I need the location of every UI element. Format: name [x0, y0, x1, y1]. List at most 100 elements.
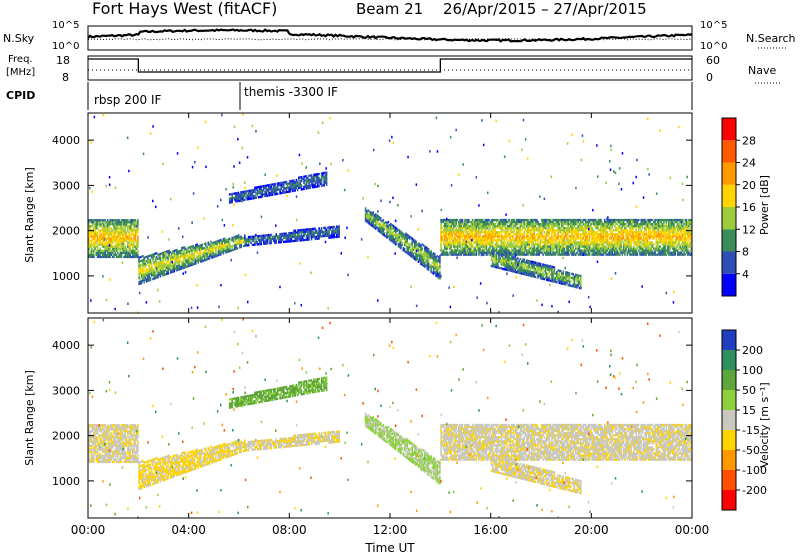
power-cell	[91, 247, 94, 250]
power-cell	[566, 249, 568, 252]
power-cell	[546, 253, 548, 256]
power-cell	[184, 247, 187, 250]
power-cell	[558, 227, 561, 230]
power-cell	[461, 235, 464, 238]
power-cell	[548, 253, 551, 256]
power-cell	[96, 221, 99, 224]
power-cell	[155, 276, 158, 279]
power-cell	[201, 260, 203, 263]
power-cell	[488, 243, 490, 246]
power-cell	[127, 219, 129, 222]
power-cell	[444, 233, 446, 236]
power-cell	[230, 193, 232, 196]
power-cell	[485, 233, 488, 236]
power-cell	[123, 221, 125, 224]
power-cell	[529, 247, 532, 250]
power-cell	[208, 245, 211, 248]
power-cell	[383, 222, 386, 225]
power-cell	[366, 218, 368, 221]
power-cell	[154, 258, 157, 261]
power-cell	[334, 231, 337, 235]
power-cell	[328, 228, 330, 231]
power-cell	[245, 190, 247, 193]
power-cell	[267, 236, 270, 239]
power-cell	[580, 245, 582, 248]
power-cell	[133, 235, 135, 238]
power-cell	[244, 240, 246, 243]
power-cell	[595, 233, 597, 236]
power-cell	[176, 252, 178, 256]
power-cell	[223, 239, 226, 242]
power-cell	[508, 233, 510, 236]
power-cell	[553, 233, 556, 236]
power-cell	[237, 191, 240, 194]
power-cell	[202, 247, 205, 250]
power-cell	[586, 247, 588, 250]
power-cell	[398, 233, 401, 237]
power-cell	[115, 243, 118, 246]
power-cell	[300, 230, 303, 234]
power-cell	[279, 239, 281, 242]
power-cell	[157, 274, 159, 277]
power-cell	[572, 241, 575, 244]
power-cell	[94, 235, 96, 238]
power-cell	[318, 227, 320, 230]
power-cell	[587, 249, 590, 252]
power-cell	[103, 225, 105, 228]
power-cell	[317, 177, 319, 180]
power-cell	[129, 249, 132, 252]
power-cell	[463, 247, 465, 250]
power-cell	[582, 233, 585, 236]
power-cell	[468, 245, 470, 248]
power-cell	[403, 237, 406, 240]
power-cell	[178, 249, 181, 253]
power-cell	[329, 236, 332, 239]
power-cell	[182, 254, 184, 257]
power-cell	[563, 239, 566, 242]
power-cell	[150, 264, 153, 267]
power-cell	[527, 229, 529, 232]
power-cell	[91, 221, 94, 224]
power-cell	[385, 225, 387, 228]
power-cell	[294, 181, 296, 184]
power-cell	[493, 237, 495, 240]
power-cell	[447, 231, 450, 234]
power-cell	[181, 267, 183, 270]
power-cell	[444, 218, 446, 222]
power-cell	[187, 263, 189, 266]
power-cell	[114, 251, 116, 254]
power-cell	[295, 185, 298, 188]
power-cell	[373, 216, 376, 219]
power-cell	[500, 218, 503, 222]
power-cell	[469, 227, 471, 230]
power-cell	[596, 239, 598, 242]
power-cell	[181, 263, 183, 266]
power-cell	[308, 186, 310, 190]
power-cell	[138, 260, 140, 263]
power-cell	[298, 231, 300, 234]
power-cell	[556, 225, 558, 228]
power-cell	[381, 226, 383, 229]
power-cell	[622, 237, 625, 240]
power-cell	[293, 181, 295, 184]
power-cell	[532, 229, 534, 232]
power-cell	[235, 237, 237, 240]
power-cell	[465, 245, 468, 248]
power-cell	[546, 245, 548, 248]
power-cell	[205, 250, 207, 253]
power-cell	[133, 233, 135, 236]
power-cell	[133, 227, 135, 230]
power-cell	[118, 227, 120, 230]
power-cell	[635, 227, 637, 230]
power-cell	[153, 255, 155, 258]
power-cell	[98, 251, 100, 254]
power-cell	[420, 254, 422, 257]
power-cell	[558, 239, 561, 242]
power-cell	[335, 229, 338, 232]
power-cell	[148, 271, 150, 274]
power-cell	[129, 255, 132, 259]
power-cell	[458, 220, 460, 224]
power-cell	[114, 247, 116, 250]
power-cell	[106, 229, 109, 232]
power-cell	[267, 188, 270, 191]
